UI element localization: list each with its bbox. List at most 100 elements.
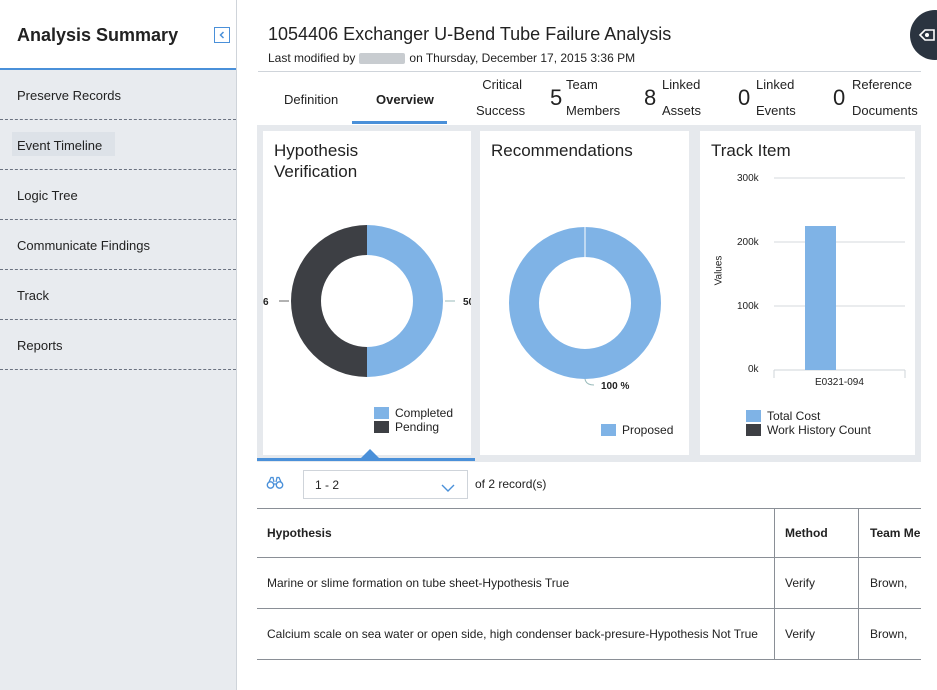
chevron-down-icon: [441, 480, 455, 498]
track-item-bar-chart: [773, 177, 906, 378]
slice-proposed[interactable]: [509, 227, 661, 379]
eye-icon: [918, 29, 935, 41]
legend-total-cost: Total Cost: [746, 409, 820, 423]
track-item-panel[interactable]: Track Item 300k 200k 100k 0k Values E032…: [700, 131, 915, 455]
collapse-sidebar-icon[interactable]: [214, 27, 230, 43]
recommendations-panel[interactable]: Recommendations 100 % Proposed: [480, 131, 689, 455]
hypothesis-verification-panel[interactable]: Hypothesis Verification 6 50 Completed P…: [263, 131, 471, 455]
active-tab-indicator: [352, 121, 447, 124]
panel-title: Hypothesis Verification: [274, 140, 358, 182]
sidebar-item-label: Logic Tree: [17, 188, 78, 203]
table-row[interactable]: Calcium scale on sea water or open side,…: [257, 609, 921, 660]
record-count-text: of 2 record(s): [475, 477, 547, 491]
legend-swatch: [601, 424, 616, 436]
slice-pending[interactable]: [291, 225, 367, 377]
tab-label-line: Reference: [852, 77, 912, 92]
page-title: 1054406 Exchanger U-Bend Tube Failure An…: [268, 24, 672, 44]
hypothesis-table: Hypothesis Method Team Me Marine or slim…: [257, 508, 921, 660]
column-header-method[interactable]: Method: [774, 509, 858, 557]
y-tick-label: 300k: [737, 173, 759, 184]
legend-completed: Completed: [374, 406, 453, 420]
active-panel-indicator: [257, 458, 475, 461]
legend-label: Pending: [395, 420, 440, 434]
cell-hypothesis: Marine or slime formation on tube sheet-…: [267, 576, 570, 590]
pending-value-label: 6: [263, 297, 269, 308]
tab-critical-success[interactable]: Critical Success: [476, 72, 526, 124]
cell-method: Verify: [774, 609, 858, 659]
team-members-count[interactable]: 5: [550, 85, 563, 110]
sidebar-item-track[interactable]: Track: [0, 270, 236, 320]
sidebar: Analysis Summary Preserve Records Event …: [0, 0, 237, 690]
tab-linked-events[interactable]: Linked Events: [756, 72, 796, 124]
cell-method: Verify: [774, 558, 858, 608]
tab-reference-documents[interactable]: Reference Documents: [852, 72, 918, 124]
tab-overview[interactable]: Overview: [376, 92, 434, 107]
record-range-select[interactable]: 1 - 2: [303, 470, 468, 499]
sidebar-item-communicate-findings[interactable]: Communicate Findings: [0, 220, 236, 270]
binoculars-icon[interactable]: [266, 476, 284, 495]
record-range-value: 1 - 2: [315, 478, 340, 492]
column-header-hypothesis[interactable]: Hypothesis: [267, 526, 332, 540]
leader-line: [584, 378, 595, 386]
sidebar-item-logic-tree[interactable]: Logic Tree: [0, 170, 236, 220]
sidebar-item-event-timeline[interactable]: Event Timeline: [0, 120, 236, 170]
hover-highlight: [12, 132, 115, 156]
sidebar-item-reports[interactable]: Reports: [0, 320, 236, 370]
y-axis-label: Values: [713, 255, 725, 286]
recommendations-donut-chart: [509, 227, 661, 386]
slice-completed[interactable]: [367, 225, 443, 377]
linked-assets-count[interactable]: 8: [644, 85, 657, 110]
modified-suffix: on Thursday, December 17, 2015 3:36 PM: [409, 51, 636, 65]
tab-label-line: Critical: [482, 77, 522, 92]
tab-label-line: Success: [476, 103, 526, 118]
sidebar-title: Analysis Summary: [17, 25, 179, 45]
reference-documents-count[interactable]: 0: [833, 85, 846, 110]
cell-team-members: Brown,: [858, 558, 921, 608]
tab-definition[interactable]: Definition: [284, 92, 339, 107]
tab-label-line: Assets: [662, 103, 702, 118]
active-panel-caret: [360, 449, 380, 459]
sidebar-item-label: Track: [17, 288, 50, 303]
y-tick-label: 100k: [737, 301, 759, 312]
tab-linked-assets[interactable]: Linked Assets: [662, 72, 702, 124]
bar-total-cost[interactable]: [805, 226, 836, 370]
cell-hypothesis: Calcium scale on sea water or open side,…: [267, 627, 758, 641]
sidebar-item-label: Communicate Findings: [17, 238, 150, 253]
legend-label: Proposed: [622, 423, 674, 437]
sidebar-item-label: Reports: [17, 338, 63, 353]
legend-label: Total Cost: [767, 409, 821, 423]
tab-label-line: Members: [566, 103, 621, 118]
corner-toggle-button[interactable]: [910, 10, 937, 60]
legend-pending: Pending: [374, 420, 439, 434]
tab-label-line: Documents: [852, 103, 918, 118]
panel-title: Recommendations: [491, 141, 633, 160]
panel-title-line: Hypothesis: [274, 141, 359, 160]
header-divider: [258, 71, 921, 72]
tab-label-line: Team: [566, 77, 598, 92]
legend-swatch: [746, 410, 761, 422]
last-modified-info: Last modified by on Thursday, December 1…: [268, 51, 635, 65]
legend-swatch: [746, 424, 761, 436]
legend-proposed: Proposed: [601, 423, 673, 437]
tab-team-members[interactable]: Team Members: [566, 72, 620, 124]
proposed-pct-label: 100 %: [601, 381, 630, 392]
hypothesis-donut-chart: [279, 225, 455, 377]
legend-label: Completed: [395, 406, 454, 420]
linked-events-count[interactable]: 0: [738, 85, 751, 110]
panel-title: Track Item: [711, 141, 791, 160]
column-header-team-members[interactable]: Team Me: [858, 509, 921, 557]
completed-value-label: 50: [463, 297, 471, 308]
tab-label-line: Events: [756, 103, 796, 118]
legend-label: Work History Count: [767, 423, 871, 437]
y-tick-label: 0k: [748, 364, 759, 375]
cell-team-members: Brown,: [858, 609, 921, 659]
sidebar-header: Analysis Summary: [0, 0, 236, 70]
table-header-row: Hypothesis Method Team Me: [257, 508, 921, 558]
sidebar-item-preserve-records[interactable]: Preserve Records: [0, 70, 236, 120]
modified-prefix: Last modified by: [268, 51, 356, 65]
legend-swatch: [374, 407, 389, 419]
tab-label-line: Linked: [662, 77, 701, 92]
sidebar-item-label: Event Timeline: [17, 138, 103, 153]
legend-work-history-count: Work History Count: [746, 423, 871, 437]
table-row[interactable]: Marine or slime formation on tube sheet-…: [257, 558, 921, 609]
